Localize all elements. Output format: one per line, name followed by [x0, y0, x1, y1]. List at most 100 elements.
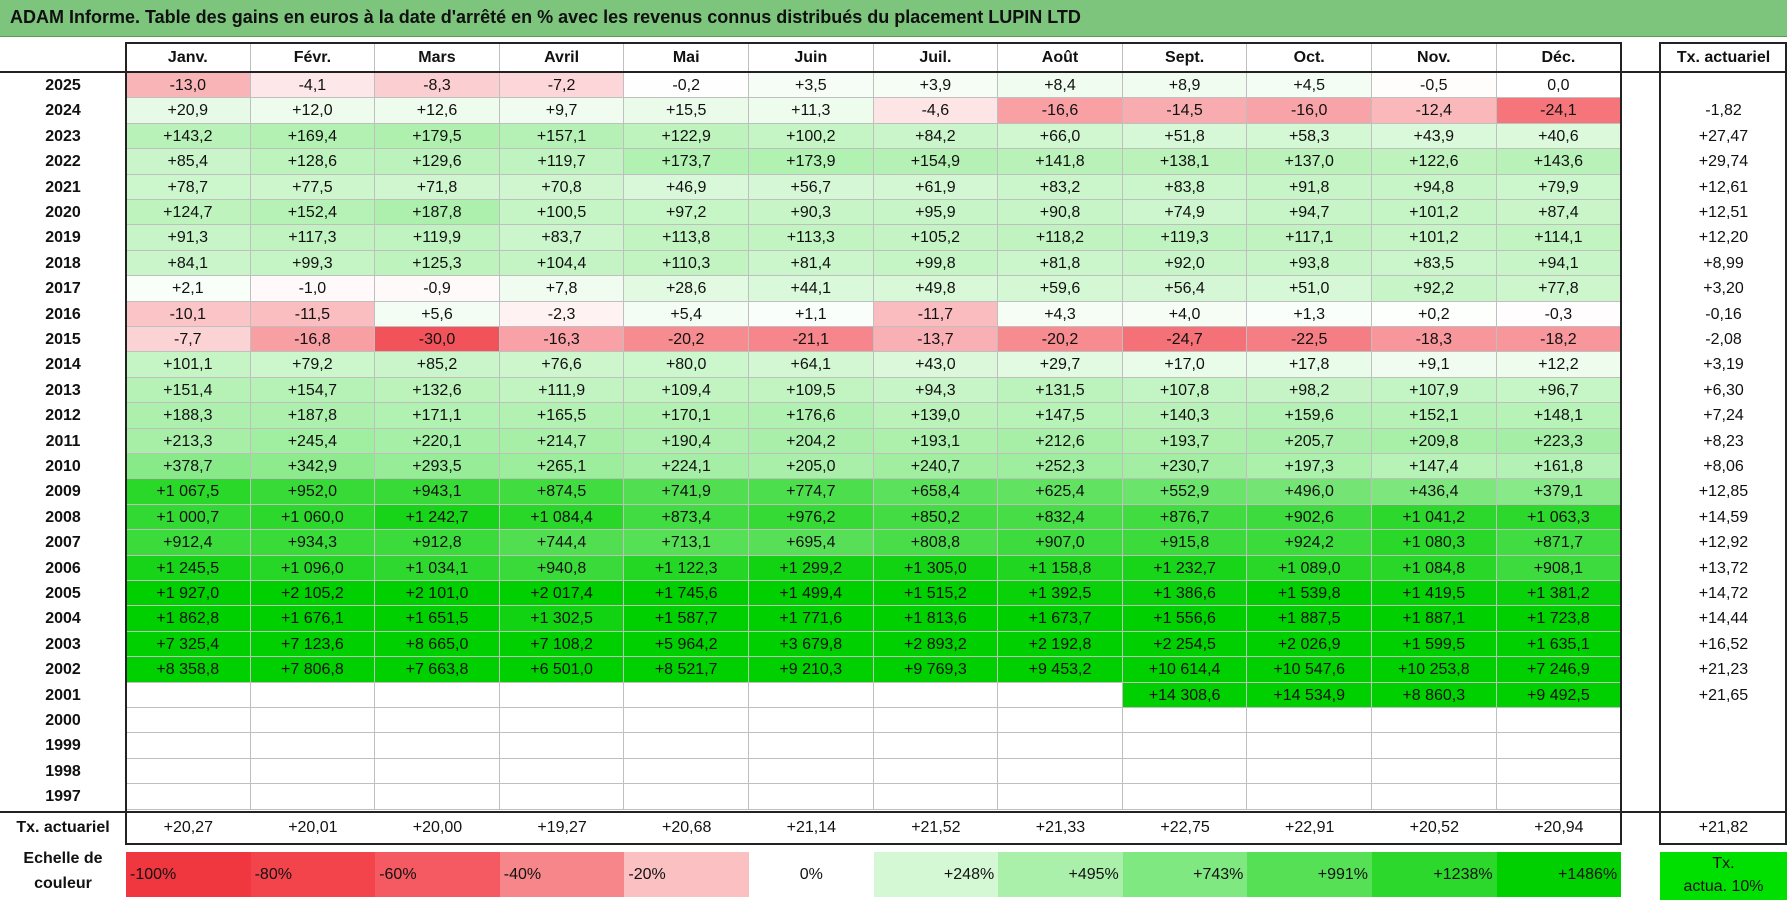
- gain-cell-2007-4: +744,4: [499, 530, 625, 556]
- tx-actuariel-2007: +12,92: [1698, 534, 1749, 552]
- tx-actuariel-2020: +12,51: [1698, 204, 1749, 221]
- gain-cell-2006-3: +1 034,1: [375, 555, 500, 581]
- gain-cell-2020-7: +95,9: [873, 200, 999, 226]
- gain-cell-2024-1: +20,9: [126, 98, 251, 124]
- gain-cell-2023-3: +179,5: [375, 123, 500, 150]
- gain-cell-2005-10: +1 539,8: [1247, 581, 1372, 607]
- gain-cell-2003-7: +2 893,2: [873, 631, 999, 658]
- gain-cell-2002-10: +10 547,6: [1247, 657, 1372, 683]
- gain-cell-2013-9: +107,8: [1122, 377, 1248, 404]
- gain-cell-2012-10: +159,6: [1247, 403, 1372, 429]
- gain-cell-2016-3: +5,6: [375, 301, 500, 327]
- gain-cell-2017-7: +49,8: [873, 276, 999, 302]
- gain-cell-2017-6: +44,1: [749, 276, 874, 302]
- gain-cell-2016-7: -11,7: [873, 301, 999, 327]
- gain-cell-1999-1: [126, 733, 251, 759]
- gain-cell-2013-7: +94,3: [873, 377, 999, 404]
- gain-cell-1997-5: [624, 784, 749, 810]
- gain-cell-2000-7: [873, 708, 999, 734]
- gain-cell-2010-11: +147,4: [1372, 454, 1497, 480]
- footer-label: Tx. actuariel: [16, 818, 110, 836]
- gain-cell-2016-4: -2,3: [499, 301, 625, 327]
- gain-cell-2008-6: +976,2: [749, 504, 874, 531]
- gain-cell-2015-2: -16,8: [250, 327, 376, 353]
- gain-cell-1999-8: [998, 733, 1123, 759]
- gain-cell-1997-7: [873, 784, 999, 810]
- year-label-2001: 2001: [45, 686, 81, 704]
- gain-cell-2024-3: +12,6: [375, 98, 500, 124]
- gain-cell-2022-2: +128,6: [250, 149, 376, 175]
- gain-cell-2005-8: +1 392,5: [998, 581, 1123, 607]
- gain-cell-2001-8: [998, 682, 1123, 708]
- gain-cell-2015-4: -16,3: [499, 327, 625, 353]
- gain-cell-2008-8: +832,4: [998, 504, 1123, 531]
- title-banner: ADAM Informe. Table des gains en euros à…: [0, 0, 1787, 37]
- gain-cell-2024-7: -4,6: [873, 98, 999, 124]
- gain-cell-2014-3: +85,2: [375, 352, 500, 378]
- gain-cell-2011-5: +190,4: [624, 428, 749, 454]
- gain-cell-2014-10: +17,8: [1247, 352, 1372, 378]
- gain-cell-2005-3: +2 101,0: [375, 581, 500, 607]
- gain-cell-2022-11: +122,6: [1372, 149, 1497, 175]
- gain-cell-2013-8: +131,5: [998, 377, 1123, 404]
- month-header-6: Juin: [749, 43, 874, 72]
- gain-cell-2018-7: +99,8: [873, 250, 999, 277]
- gain-cell-2009-11: +436,4: [1372, 479, 1497, 505]
- year-label-2015: 2015: [45, 331, 81, 348]
- gain-cell-2006-9: +1 232,7: [1122, 555, 1248, 581]
- gain-cell-2010-9: +230,7: [1122, 454, 1248, 480]
- gain-cell-2020-5: +97,2: [624, 200, 749, 226]
- gain-cell-2014-2: +79,2: [250, 352, 376, 378]
- gain-cell-2023-8: +66,0: [998, 123, 1123, 150]
- gain-cell-2008-1: +1 000,7: [126, 504, 251, 531]
- gain-cell-2002-2: +7 806,8: [250, 657, 376, 683]
- gain-cell-2017-5: +28,6: [624, 276, 749, 302]
- month-header-3: Mars: [375, 43, 500, 72]
- gain-cell-2001-11: +8 860,3: [1372, 682, 1497, 708]
- year-label-2003: 2003: [45, 635, 81, 653]
- year-label-2004: 2004: [45, 610, 81, 628]
- gain-cell-2014-11: +9,1: [1372, 352, 1497, 378]
- gain-cell-2023-5: +122,9: [624, 123, 749, 150]
- gain-cell-2013-5: +109,4: [624, 377, 749, 404]
- year-label-2020: 2020: [45, 204, 81, 221]
- gain-cell-2008-12: +1 063,3: [1496, 504, 1622, 531]
- gain-cell-2009-8: +625,4: [998, 479, 1123, 505]
- tx-actuariel-2008: +14,59: [1698, 508, 1749, 526]
- gain-cell-2025-10: +4,5: [1247, 73, 1372, 99]
- gain-cell-2011-2: +245,4: [250, 428, 376, 454]
- gain-cell-2024-8: -16,6: [998, 98, 1123, 124]
- gain-cell-2010-10: +197,3: [1247, 454, 1372, 480]
- color-scale-swatch-7: +248%: [873, 852, 999, 897]
- year-label-2000: 2000: [45, 712, 81, 729]
- gain-cell-2021-5: +46,9: [624, 174, 749, 200]
- gain-cell-2017-8: +59,6: [998, 276, 1123, 302]
- gain-cell-2009-7: +658,4: [873, 479, 999, 505]
- month-header-2: Févr.: [251, 43, 376, 72]
- gain-cell-2017-11: +92,2: [1372, 276, 1497, 302]
- footer-value-11: +20,52: [1409, 818, 1459, 836]
- month-header-11: Nov.: [1372, 43, 1497, 72]
- gain-cell-2020-8: +90,8: [998, 200, 1123, 226]
- gain-cell-1999-2: [250, 733, 376, 759]
- gain-cell-2011-4: +214,7: [499, 428, 625, 454]
- gain-cell-2023-11: +43,9: [1372, 123, 1497, 150]
- footer-value-6: +21,14: [786, 818, 836, 836]
- gain-cell-2021-2: +77,5: [250, 174, 376, 200]
- gain-cell-2019-10: +117,1: [1247, 225, 1372, 251]
- gain-cell-1997-2: [250, 784, 376, 810]
- gain-cell-2020-12: +87,4: [1496, 200, 1622, 226]
- tx-actuariel-2006: +13,72: [1698, 559, 1749, 577]
- year-label-2013: 2013: [45, 381, 81, 399]
- gain-cell-2010-5: +224,1: [624, 454, 749, 480]
- gain-cell-2024-12: -24,1: [1496, 98, 1622, 124]
- gain-cell-2006-5: +1 122,3: [624, 555, 749, 581]
- gain-cell-2000-9: [1122, 708, 1248, 734]
- gain-cell-2011-3: +220,1: [375, 428, 500, 454]
- year-label-2016: 2016: [45, 305, 81, 323]
- gain-cell-1998-9: [1122, 758, 1248, 785]
- gain-cell-2024-2: +12,0: [250, 98, 376, 124]
- gain-cell-2018-10: +93,8: [1247, 250, 1372, 277]
- gain-cell-2024-10: -16,0: [1247, 98, 1372, 124]
- color-scale-swatch-11: +1238%: [1372, 852, 1497, 897]
